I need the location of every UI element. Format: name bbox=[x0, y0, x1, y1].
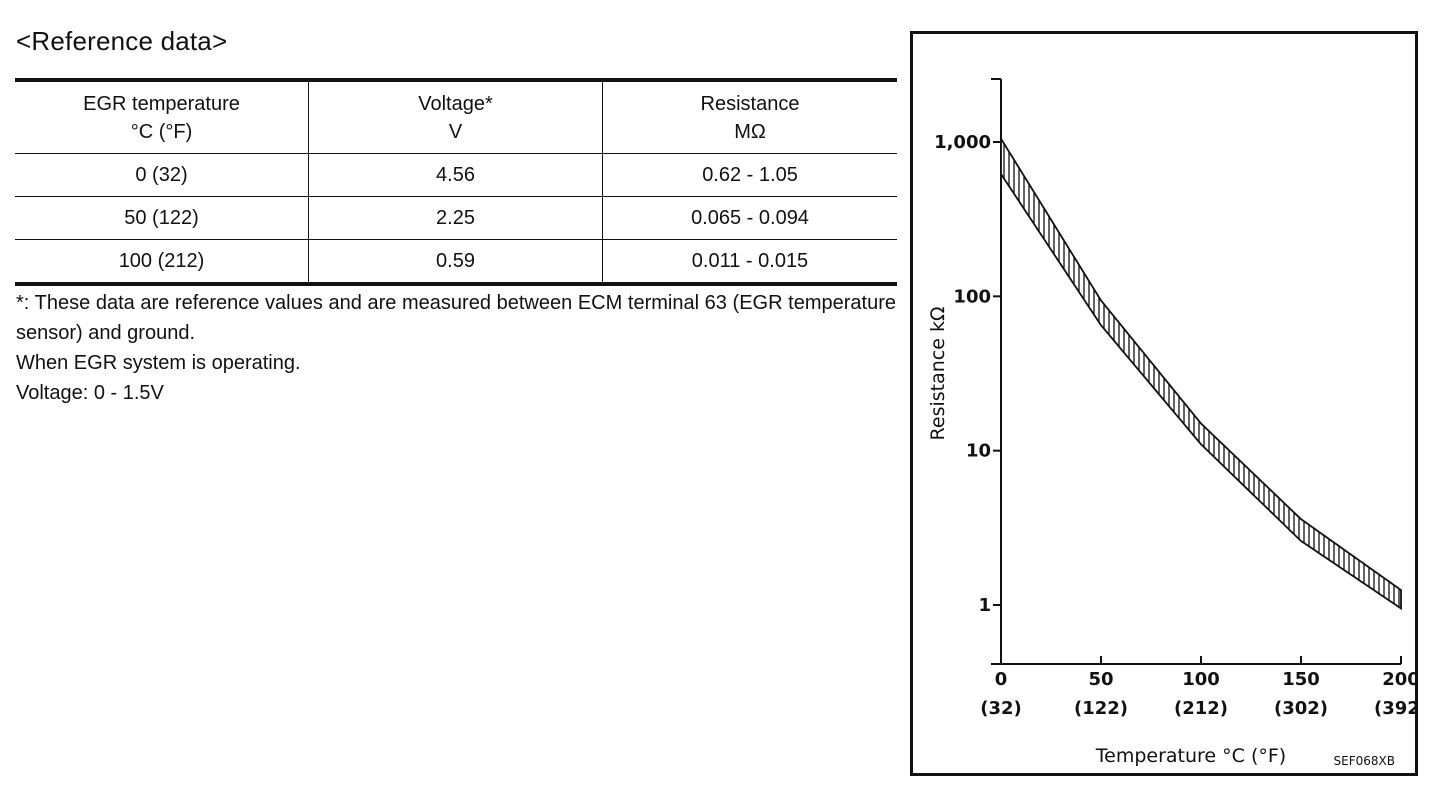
header-voltage: Voltage* V bbox=[308, 80, 603, 154]
cell-voltage: 4.56 bbox=[308, 153, 603, 197]
table-row: 100 (212) 0.59 0.011 - 0.015 bbox=[15, 239, 897, 286]
x-tick-sublabel: (302) bbox=[1274, 698, 1328, 719]
header-unit: °C (°F) bbox=[130, 120, 193, 143]
figure-code: SEF068XB bbox=[1334, 754, 1395, 768]
chart-axes bbox=[991, 78, 1401, 665]
footnote: *: These data are reference values and a… bbox=[16, 292, 896, 344]
x-tick-sublabel: (32) bbox=[980, 698, 1022, 719]
table-row: 0 (32) 4.56 0.62 - 1.05 bbox=[15, 153, 897, 197]
operating-condition: When EGR system is operating. bbox=[16, 352, 301, 374]
x-tick-sublabel: (122) bbox=[1074, 698, 1128, 719]
x-tick-label: 0 bbox=[995, 669, 1008, 690]
cell-voltage: 2.25 bbox=[308, 196, 603, 240]
cell-resistance: 0.065 - 0.094 bbox=[602, 196, 897, 240]
x-tick-sublabel: (212) bbox=[1174, 698, 1228, 719]
cell-resistance: 0.011 - 0.015 bbox=[602, 239, 897, 286]
header-line: Voltage* bbox=[418, 92, 493, 115]
cell-resistance: 0.62 - 1.05 bbox=[602, 153, 897, 197]
cell-temperature: 0 (32) bbox=[15, 153, 309, 197]
header-unit: V bbox=[448, 120, 463, 143]
y-axis-title: Resistance kΩ bbox=[927, 307, 949, 441]
resistance-band-area bbox=[1000, 135, 1402, 611]
reference-table: EGR temperature °C (°F) Voltage* V Resis… bbox=[15, 78, 897, 286]
y-tick-label: 10 bbox=[966, 441, 991, 462]
y-tick-label: 100 bbox=[953, 286, 991, 307]
x-tick-sublabel: (392) bbox=[1374, 698, 1415, 719]
header-line: Resistance bbox=[700, 92, 800, 115]
y-axis-ticks: 1 10 100 1,000 bbox=[934, 132, 1001, 616]
header-egr-temperature: EGR temperature °C (°F) bbox=[15, 80, 309, 154]
table-row: 50 (122) 2.25 0.065 - 0.094 bbox=[15, 196, 897, 240]
header-unit: MΩ bbox=[734, 120, 766, 143]
x-tick-label: 150 bbox=[1282, 669, 1320, 690]
x-tick-label: 100 bbox=[1182, 669, 1220, 690]
table-header-row: EGR temperature °C (°F) Voltage* V Resis… bbox=[15, 80, 897, 154]
cell-voltage: 0.59 bbox=[308, 239, 603, 286]
header-resistance: Resistance MΩ bbox=[602, 80, 897, 154]
resistance-chart: 1 10 100 1,000 0 (32) 50 (122) 100 (212) 150 (302)… bbox=[910, 31, 1418, 776]
notes: *: These data are reference values and a… bbox=[16, 288, 896, 408]
header-line: EGR temperature bbox=[83, 92, 240, 115]
x-axis-ticks: 0 (32) 50 (122) 100 (212) 150 (302) 200 (392) bbox=[980, 656, 1415, 719]
cell-temperature: 50 (122) bbox=[15, 196, 309, 240]
x-tick-label: 50 bbox=[1088, 669, 1113, 690]
page-title: <Reference data> bbox=[16, 26, 228, 56]
y-tick-label: 1 bbox=[978, 595, 991, 616]
x-axis-title: Temperature °C (°F) bbox=[1095, 745, 1286, 767]
chart-svg: 1 10 100 1,000 0 (32) 50 (122) 100 (212) 150 (302)… bbox=[927, 78, 1415, 768]
resistance-band bbox=[1000, 135, 1402, 611]
cell-temperature: 100 (212) bbox=[15, 239, 309, 286]
y-tick-label: 1,000 bbox=[934, 132, 991, 153]
x-tick-label: 200 bbox=[1382, 669, 1415, 690]
voltage-note: Voltage: 0 - 1.5V bbox=[16, 382, 164, 404]
